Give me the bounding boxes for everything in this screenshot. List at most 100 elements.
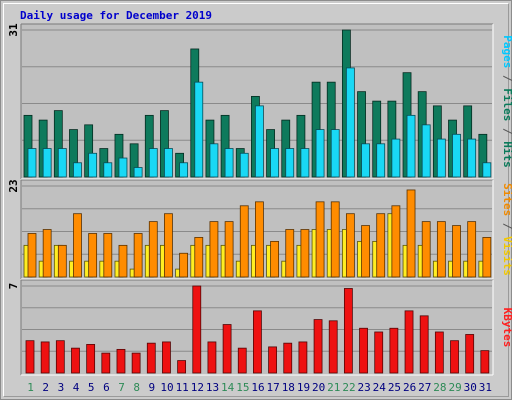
bar-pages-day-27 — [421, 124, 431, 178]
legend-segment: / — [501, 216, 512, 236]
day-label-26: 26 — [403, 381, 416, 394]
bar-pages-day-16 — [255, 105, 264, 178]
day-label-6: 6 — [103, 381, 110, 394]
bar-pages-day-24 — [376, 143, 386, 178]
bar-pages-day-30 — [467, 138, 477, 178]
day-label-14: 14 — [221, 381, 235, 394]
bar-kbytes-day-29 — [450, 340, 459, 374]
bar-sites-day-28 — [436, 221, 446, 278]
bar-pages-day-28 — [436, 138, 446, 178]
bar-sites-day-20 — [315, 201, 325, 278]
bar-sites-day-15 — [239, 205, 249, 278]
bar-sites-day-25 — [391, 205, 401, 278]
bar-sites-day-29 — [452, 225, 461, 278]
day-label-30: 30 — [464, 381, 477, 394]
bar-pages-day-15 — [239, 152, 249, 178]
panel-3-max-label: 7 — [7, 283, 20, 290]
bar-pages-day-5 — [88, 152, 98, 178]
day-label-29: 29 — [448, 381, 461, 394]
day-label-23: 23 — [358, 381, 371, 394]
bar-kbytes-day-13 — [207, 341, 217, 374]
day-label-16: 16 — [251, 381, 264, 394]
bar-pages-day-20 — [315, 129, 325, 178]
bar-pages-day-12 — [194, 81, 204, 178]
legend-segment: / — [501, 121, 512, 141]
bar-pages-day-14 — [224, 148, 234, 178]
bar-kbytes-day-25 — [389, 327, 399, 374]
day-label-4: 4 — [73, 381, 80, 394]
bar-pages-day-8 — [133, 167, 143, 178]
bar-pages-day-11 — [179, 162, 189, 178]
day-label-25: 25 — [388, 381, 401, 394]
bar-kbytes-day-3 — [55, 340, 65, 374]
bar-sites-day-23 — [361, 225, 370, 278]
bar-kbytes-day-20 — [313, 319, 323, 374]
day-label-3: 3 — [58, 381, 65, 394]
bar-kbytes-day-16 — [253, 310, 262, 374]
legend-segment: KBytes — [501, 308, 512, 348]
bar-pages-day-4 — [73, 162, 82, 178]
bar-pages-day-22 — [345, 67, 355, 178]
bar-kbytes-day-30 — [465, 334, 475, 374]
bar-pages-day-1 — [27, 148, 37, 178]
bar-kbytes-day-23 — [359, 327, 368, 374]
bar-pages-day-6 — [103, 162, 113, 178]
bar-sites-day-7 — [118, 244, 128, 278]
bar-sites-day-9 — [148, 221, 158, 278]
legend-segment: / — [501, 68, 512, 88]
day-label-9: 9 — [149, 381, 156, 394]
day-label-21: 21 — [327, 381, 340, 394]
bar-sites-day-26 — [406, 189, 416, 278]
day-label-18: 18 — [282, 381, 295, 394]
bar-pages-day-25 — [391, 138, 401, 178]
bar-pages-day-17 — [270, 148, 279, 178]
day-label-20: 20 — [312, 381, 325, 394]
bar-sites-day-5 — [88, 233, 98, 278]
bar-kbytes-day-6 — [101, 352, 111, 374]
day-label-12: 12 — [191, 381, 204, 394]
bar-sites-day-19 — [300, 229, 310, 278]
bar-sites-day-8 — [133, 233, 143, 278]
legend-segment: Visits — [501, 236, 512, 276]
day-label-28: 28 — [433, 381, 446, 394]
legend-segment: Pages — [501, 35, 512, 68]
bar-kbytes-day-11 — [177, 360, 187, 374]
day-label-11: 11 — [176, 381, 189, 394]
day-label-10: 10 — [160, 381, 173, 394]
bar-sites-day-31 — [482, 237, 492, 278]
bar-sites-day-27 — [421, 221, 431, 278]
bar-kbytes-day-17 — [268, 346, 277, 374]
chart-bevel — [3, 3, 509, 397]
bar-sites-day-3 — [57, 244, 67, 278]
bar-kbytes-day-22 — [343, 288, 353, 374]
legend-segment: Files — [501, 88, 512, 121]
bar-kbytes-day-7 — [116, 348, 126, 374]
bar-sites-day-1 — [27, 233, 37, 278]
bar-sites-day-14 — [224, 221, 234, 278]
bar-kbytes-day-12 — [192, 285, 202, 374]
bar-kbytes-day-9 — [146, 342, 156, 374]
chart-title: Daily usage for December 2019 — [20, 9, 213, 22]
bar-sites-day-24 — [376, 213, 386, 278]
day-label-8: 8 — [133, 381, 140, 394]
day-label-5: 5 — [88, 381, 95, 394]
bar-sites-day-13 — [209, 221, 219, 278]
day-label-17: 17 — [267, 381, 280, 394]
bar-pages-day-9 — [148, 148, 158, 178]
bar-pages-day-10 — [164, 148, 173, 178]
bar-sites-day-21 — [330, 201, 340, 278]
bar-sites-day-10 — [164, 213, 173, 278]
legend-segment: Sites — [501, 183, 512, 216]
day-label-2: 2 — [42, 381, 49, 394]
bar-kbytes-day-8 — [131, 352, 141, 374]
bar-kbytes-day-24 — [374, 331, 384, 374]
bar-kbytes-day-28 — [434, 331, 444, 374]
bar-sites-day-6 — [103, 233, 113, 278]
bar-pages-day-23 — [361, 143, 370, 178]
bar-pages-day-19 — [300, 148, 310, 178]
bar-pages-day-26 — [406, 114, 416, 178]
bar-kbytes-day-2 — [40, 341, 50, 374]
bar-sites-day-2 — [42, 229, 52, 278]
bar-kbytes-day-26 — [404, 310, 414, 374]
bar-sites-day-18 — [285, 229, 295, 278]
